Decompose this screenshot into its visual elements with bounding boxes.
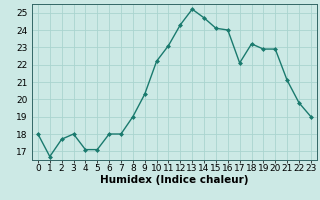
X-axis label: Humidex (Indice chaleur): Humidex (Indice chaleur)	[100, 175, 249, 185]
